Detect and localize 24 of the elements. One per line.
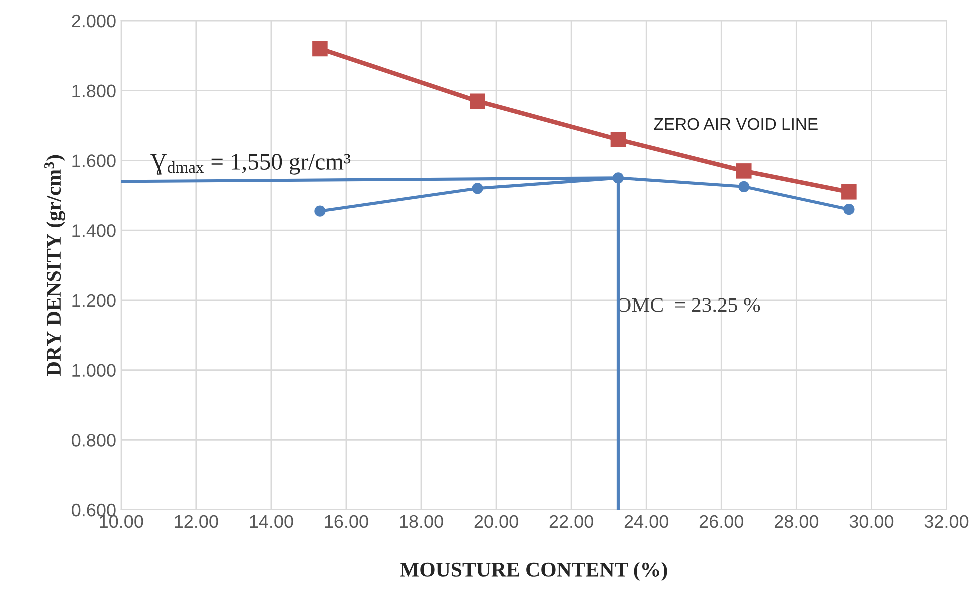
x-tick-label: 30.00	[850, 515, 894, 528]
y-tick-label: 0.600	[72, 504, 116, 517]
x-tick-label: 32.00	[924, 515, 969, 528]
y-tick-label: 1.000	[72, 364, 116, 378]
y-tick-label: 1.400	[72, 224, 116, 238]
x-tick-label: 24.00	[624, 515, 668, 528]
x-tick-label: 16.00	[325, 515, 368, 528]
annotation: ZERO AIR VOID LINE	[654, 118, 818, 130]
x-tick-label: 12.00	[175, 515, 218, 528]
x-tick-label: 28.00	[774, 515, 819, 528]
x-tick-label: 10.00	[100, 515, 144, 528]
y-tick-label: 1.600	[72, 154, 116, 168]
x-tick-label: 18.00	[400, 515, 444, 528]
y-tick-label: 0.800	[72, 434, 116, 447]
x-tick-label: 20.00	[474, 515, 518, 528]
x-tick-label: 22.00	[550, 515, 594, 528]
x-tick-label: 14.00	[250, 515, 294, 528]
y-tick-label: 1.200	[72, 294, 116, 308]
x-tick-label: 26.00	[700, 515, 744, 528]
annotation: Ɣ$_{dmax}$ = 1,550 gr/cm³	[150, 154, 351, 175]
y-tick-label: 1.800	[72, 84, 116, 98]
y-tick-label: 2.000	[72, 14, 116, 28]
x-axis-title: MOUSTURE CONTENT (%)	[400, 562, 668, 582]
y-axis-title: DRY DENSITY (gr/cm$^{3}$)	[44, 155, 66, 376]
